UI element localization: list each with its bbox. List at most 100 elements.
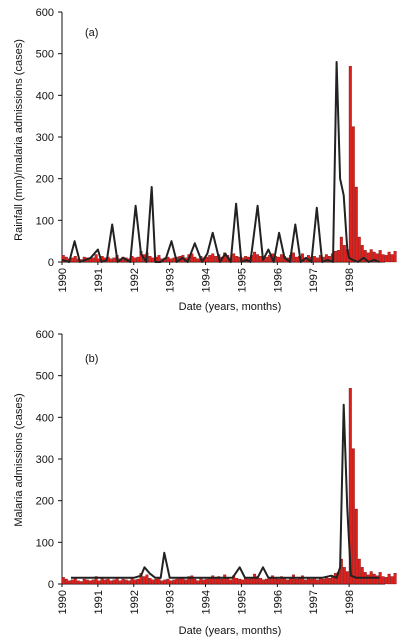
- bar: [103, 579, 107, 585]
- bar: [166, 256, 170, 263]
- x-tick-label: 1994: [201, 590, 213, 614]
- bar: [301, 575, 304, 585]
- bar: [274, 578, 277, 585]
- bar: [241, 579, 245, 585]
- panel-a-chart: (a) Rainfall (mm)/malaria admissions (ca…: [13, 7, 397, 313]
- bar: [339, 558, 343, 585]
- bar: [205, 578, 209, 585]
- x-tick-label: 1998: [344, 590, 356, 614]
- bar: [295, 578, 298, 585]
- x-tick-label: 1990: [57, 268, 69, 292]
- bar: [345, 571, 349, 585]
- bar: [127, 580, 131, 585]
- bar: [217, 576, 221, 585]
- bar: [357, 236, 361, 263]
- bar: [88, 580, 92, 585]
- y-tick-label: 300: [36, 454, 54, 466]
- bar: [202, 579, 206, 585]
- bar: [190, 575, 194, 585]
- bar: [211, 575, 215, 585]
- bar: [324, 254, 328, 263]
- bar: [247, 578, 251, 585]
- bar: [79, 581, 83, 585]
- bar: [199, 578, 203, 585]
- x-tick-label: 1996: [272, 268, 284, 292]
- x-tick-label: 1990: [57, 590, 69, 614]
- bar: [193, 256, 197, 263]
- bar: [160, 580, 164, 585]
- bar: [366, 574, 370, 585]
- x-tick-label: 1992: [129, 590, 141, 614]
- bar: [148, 256, 152, 263]
- bar: [265, 256, 269, 263]
- bar: [130, 578, 134, 585]
- bar: [262, 579, 266, 585]
- bar: [309, 578, 313, 585]
- bar: [70, 257, 74, 263]
- bar: [333, 251, 337, 263]
- bar: [85, 579, 89, 585]
- bar: [259, 256, 263, 263]
- y-tick-label: 500: [36, 49, 54, 61]
- bar: [220, 578, 224, 585]
- bar: [214, 578, 218, 585]
- bar: [151, 257, 155, 263]
- y-tick-label: 400: [36, 412, 54, 424]
- bar: [336, 250, 340, 263]
- x-tick-label: 1991: [93, 590, 105, 614]
- bar: [384, 577, 388, 585]
- bar: [106, 578, 110, 585]
- bar: [169, 258, 173, 263]
- bar: [133, 257, 137, 263]
- bar: [378, 250, 382, 263]
- series-line: [61, 61, 380, 263]
- bar: [82, 578, 86, 585]
- bar: [91, 257, 95, 263]
- bar: [286, 579, 289, 585]
- bar: [133, 579, 137, 585]
- bar: [277, 256, 280, 263]
- bar: [112, 257, 116, 263]
- bar: [393, 573, 397, 585]
- bar: [124, 579, 128, 585]
- bar: [196, 580, 200, 585]
- bar: [163, 579, 167, 585]
- x-tick-label: 1997: [308, 590, 320, 614]
- bar: [321, 578, 325, 585]
- x-tick-label: 1996: [272, 590, 284, 614]
- bar: [172, 257, 176, 263]
- bar: [229, 579, 233, 585]
- bar: [339, 236, 343, 263]
- bar: [67, 580, 71, 585]
- bar: [76, 580, 80, 585]
- bar: [178, 578, 182, 585]
- bar: [109, 258, 113, 263]
- bar: [268, 255, 272, 263]
- bar: [381, 254, 385, 263]
- bar: [393, 251, 397, 263]
- bar: [312, 578, 316, 585]
- y-tick-label: 300: [36, 132, 54, 144]
- x-tick-label: 1991: [93, 268, 105, 292]
- bar: [315, 257, 319, 263]
- panel-b-chart: (b) Malaria admissions (cases) Date (yea…: [13, 329, 397, 637]
- bar: [196, 258, 200, 263]
- bar: [387, 573, 391, 585]
- bar: [172, 579, 176, 585]
- bar: [211, 253, 215, 263]
- x-tick-label: 1994: [201, 268, 213, 292]
- bar: [363, 250, 367, 263]
- bar: [91, 579, 95, 585]
- bar: [205, 256, 209, 263]
- bar: [64, 578, 68, 585]
- bar: [253, 573, 257, 585]
- bar: [304, 579, 307, 585]
- bar: [283, 578, 286, 585]
- panel-a-ylabel: Rainfall (mm)/malaria admissions (cases): [13, 39, 25, 241]
- bar: [136, 578, 140, 585]
- bar: [118, 580, 122, 585]
- y-tick-label: 200: [36, 174, 54, 186]
- bar: [184, 579, 188, 585]
- bar: [312, 256, 316, 263]
